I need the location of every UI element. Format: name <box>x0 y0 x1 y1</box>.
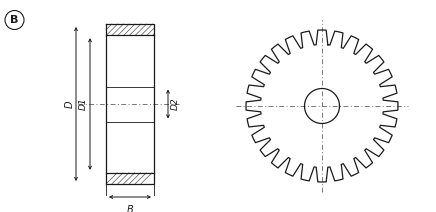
Text: D: D <box>65 100 75 108</box>
Text: B: B <box>126 205 133 212</box>
Text: D2: D2 <box>171 98 180 110</box>
Text: D1: D1 <box>79 98 88 110</box>
Bar <box>106 24 154 184</box>
Text: B: B <box>10 15 19 25</box>
